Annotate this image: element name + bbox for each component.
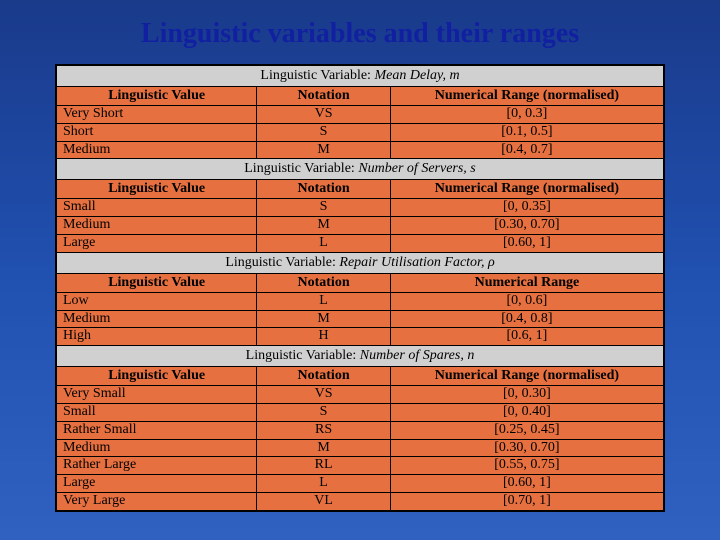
table-row: LargeL[0.60, 1] xyxy=(57,475,664,493)
table-row: MediumM[0.30, 0.70] xyxy=(57,439,664,457)
column-header-row: Linguistic ValueNotationNumerical Range xyxy=(57,273,664,292)
table-row: SmallS[0, 0.35] xyxy=(57,199,664,217)
cell-notation: RL xyxy=(257,457,391,475)
cell-value: Very Small xyxy=(57,386,257,404)
cell-value: Medium xyxy=(57,141,257,159)
col-header-value: Linguistic Value xyxy=(57,180,257,199)
table-row: Rather LargeRL[0.55, 0.75] xyxy=(57,457,664,475)
cell-notation: M xyxy=(257,217,391,235)
cell-range: [0.4, 0.8] xyxy=(390,310,663,328)
table-row: Very ShortVS[0, 0.3] xyxy=(57,106,664,124)
section-variable-name: Number of Servers, s xyxy=(355,161,476,176)
cell-notation: S xyxy=(257,199,391,217)
cell-notation: VS xyxy=(257,106,391,124)
cell-range: [0.55, 0.75] xyxy=(390,457,663,475)
cell-range: [0, 0.35] xyxy=(390,199,663,217)
col-header-range: Numerical Range (normalised) xyxy=(390,367,663,386)
cell-value: Short xyxy=(57,123,257,141)
section-header: Linguistic Variable: Number of Spares, n xyxy=(57,346,664,367)
cell-notation: L xyxy=(257,292,391,310)
column-header-row: Linguistic ValueNotationNumerical Range … xyxy=(57,367,664,386)
cell-value: Large xyxy=(57,475,257,493)
section-variable-name: Mean Delay, m xyxy=(371,68,460,83)
cell-range: [0, 0.6] xyxy=(390,292,663,310)
cell-value: Medium xyxy=(57,217,257,235)
table-row: LargeL[0.60, 1] xyxy=(57,234,664,252)
cell-value: Low xyxy=(57,292,257,310)
cell-range: [0.30, 0.70] xyxy=(390,217,663,235)
cell-notation: M xyxy=(257,439,391,457)
cell-value: High xyxy=(57,328,257,346)
table-row: MediumM[0.30, 0.70] xyxy=(57,217,664,235)
col-header-notation: Notation xyxy=(257,87,391,106)
table-row: SmallS[0, 0.40] xyxy=(57,403,664,421)
cell-notation: S xyxy=(257,403,391,421)
section-variable-name: Number of Spares, n xyxy=(356,348,474,363)
cell-range: [0.4, 0.7] xyxy=(390,141,663,159)
col-header-value: Linguistic Value xyxy=(57,367,257,386)
cell-range: [0.1, 0.5] xyxy=(390,123,663,141)
cell-range: [0.6, 1] xyxy=(390,328,663,346)
cell-range: [0, 0.40] xyxy=(390,403,663,421)
table-row: MediumM[0.4, 0.7] xyxy=(57,141,664,159)
col-header-range: Numerical Range xyxy=(390,273,663,292)
cell-range: [0.25, 0.45] xyxy=(390,421,663,439)
table-row: ShortS[0.1, 0.5] xyxy=(57,123,664,141)
page-title: Linguistic variables and their ranges xyxy=(55,18,665,50)
cell-value: Rather Large xyxy=(57,457,257,475)
cell-value: Very Large xyxy=(57,492,257,510)
cell-notation: RS xyxy=(257,421,391,439)
cell-value: Very Short xyxy=(57,106,257,124)
section-label: Linguistic Variable: xyxy=(246,348,357,363)
cell-value: Small xyxy=(57,403,257,421)
cell-value: Medium xyxy=(57,439,257,457)
col-header-range: Numerical Range (normalised) xyxy=(390,180,663,199)
cell-notation: L xyxy=(257,234,391,252)
cell-range: [0.60, 1] xyxy=(390,234,663,252)
cell-notation: S xyxy=(257,123,391,141)
cell-notation: VS xyxy=(257,386,391,404)
col-header-notation: Notation xyxy=(257,180,391,199)
column-header-row: Linguistic ValueNotationNumerical Range … xyxy=(57,180,664,199)
section-header: Linguistic Variable: Mean Delay, m xyxy=(57,66,664,87)
cell-value: Medium xyxy=(57,310,257,328)
table-row: LowL[0, 0.6] xyxy=(57,292,664,310)
cell-notation: M xyxy=(257,310,391,328)
cell-range: [0.60, 1] xyxy=(390,475,663,493)
section-label: Linguistic Variable: xyxy=(225,255,336,270)
cell-notation: L xyxy=(257,475,391,493)
cell-value: Large xyxy=(57,234,257,252)
cell-range: [0, 0.30] xyxy=(390,386,663,404)
cell-value: Rather Small xyxy=(57,421,257,439)
cell-value: Small xyxy=(57,199,257,217)
table-row: Rather SmallRS[0.25, 0.45] xyxy=(57,421,664,439)
section-header: Linguistic Variable: Number of Servers, … xyxy=(57,159,664,180)
col-header-notation: Notation xyxy=(257,367,391,386)
col-header-notation: Notation xyxy=(257,273,391,292)
table-row: Very LargeVL[0.70, 1] xyxy=(57,492,664,510)
column-header-row: Linguistic ValueNotationNumerical Range … xyxy=(57,87,664,106)
col-header-value: Linguistic Value xyxy=(57,273,257,292)
cell-range: [0, 0.3] xyxy=(390,106,663,124)
cell-notation: VL xyxy=(257,492,391,510)
cell-range: [0.70, 1] xyxy=(390,492,663,510)
variables-table: Linguistic Variable: Mean Delay, mLingui… xyxy=(56,65,664,511)
section-label: Linguistic Variable: xyxy=(260,68,371,83)
table-row: MediumM[0.4, 0.8] xyxy=(57,310,664,328)
section-variable-name: Repair Utilisation Factor, ρ xyxy=(336,255,495,270)
variables-table-container: Linguistic Variable: Mean Delay, mLingui… xyxy=(55,64,665,512)
section-header: Linguistic Variable: Repair Utilisation … xyxy=(57,252,664,273)
section-label: Linguistic Variable: xyxy=(244,161,355,176)
cell-notation: M xyxy=(257,141,391,159)
cell-range: [0.30, 0.70] xyxy=(390,439,663,457)
col-header-value: Linguistic Value xyxy=(57,87,257,106)
table-row: Very SmallVS[0, 0.30] xyxy=(57,386,664,404)
cell-notation: H xyxy=(257,328,391,346)
table-row: HighH[0.6, 1] xyxy=(57,328,664,346)
col-header-range: Numerical Range (normalised) xyxy=(390,87,663,106)
